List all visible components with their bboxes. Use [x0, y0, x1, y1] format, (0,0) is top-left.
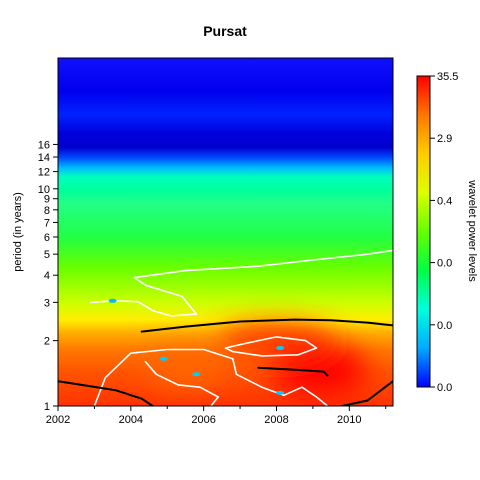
colorbar-ticks: 0.0 0.0 0.0 0.4 2.9 35.5: [430, 71, 458, 394]
white-contour-lower-inner: [144, 360, 219, 406]
peak-marker-4: [276, 390, 285, 395]
y-axis-label: period (in years): [12, 192, 24, 271]
black-cone-left: [58, 380, 154, 406]
colorbar-tick-label-0: 0.0: [437, 382, 452, 394]
x-tick-label-2008: 2008: [264, 414, 288, 426]
colorbar-fill: [416, 75, 431, 388]
y-tick-label-6: 6: [44, 232, 50, 244]
plot-area: [58, 58, 393, 406]
y-tick-label-8: 8: [44, 205, 50, 217]
y-tick-label-1: 1: [44, 401, 50, 413]
significance-contours: [58, 249, 393, 406]
peak-marker-3: [276, 345, 285, 350]
white-contour-lower-left: [93, 348, 329, 406]
y-tick-label-10: 10: [38, 184, 50, 196]
peak-marker-2: [192, 372, 201, 377]
hot-region-2: [145, 348, 226, 388]
black-cone-upper: [140, 318, 393, 333]
peak-marker-1: [159, 356, 168, 361]
y-tick-label-7: 7: [44, 217, 50, 229]
chart-title: Pursat: [203, 23, 247, 39]
plot-frame: [57, 57, 394, 407]
y-tick-label-16: 16: [38, 139, 50, 151]
y-tick-label-4: 4: [44, 270, 50, 282]
x-tick-label-2002: 2002: [46, 414, 70, 426]
colorbar-tick-label-1: 0.0: [437, 320, 452, 332]
black-cone-right: [257, 366, 329, 377]
hot-region-1: [218, 324, 335, 357]
y-tick-label-2: 2: [44, 336, 50, 348]
x-tick-label-2004: 2004: [119, 414, 143, 426]
black-cone-right-bottom: [341, 380, 393, 406]
x-axis: 2002 2004 2006 2008 2010: [46, 406, 387, 426]
white-contour-right-loop: [224, 336, 318, 357]
y-tick-label-5: 5: [44, 249, 50, 261]
white-contour-upper: [90, 249, 393, 317]
x-tick-label-2010: 2010: [337, 414, 361, 426]
x-tick-label-2006: 2006: [191, 414, 215, 426]
colorbar-label: wavelet power levels: [466, 179, 478, 282]
colorbar-tick-label-5: 35.5: [437, 71, 458, 83]
y-tick-label-9: 9: [44, 194, 50, 206]
colorbar-tick-label-4: 2.9: [437, 133, 452, 145]
colorbar: 0.0 0.0 0.0 0.4 2.9 35.5 wavelet power levels: [416, 71, 478, 394]
y-tick-label-14: 14: [38, 152, 50, 164]
colorbar-tick-label-3: 0.4: [437, 195, 452, 207]
colorbar-tick-label-2: 0.0: [437, 258, 452, 270]
peak-markers: [108, 298, 285, 395]
peak-marker-0: [108, 298, 117, 303]
y-tick-label-3: 3: [44, 297, 50, 309]
y-tick-label-12: 12: [38, 167, 50, 179]
